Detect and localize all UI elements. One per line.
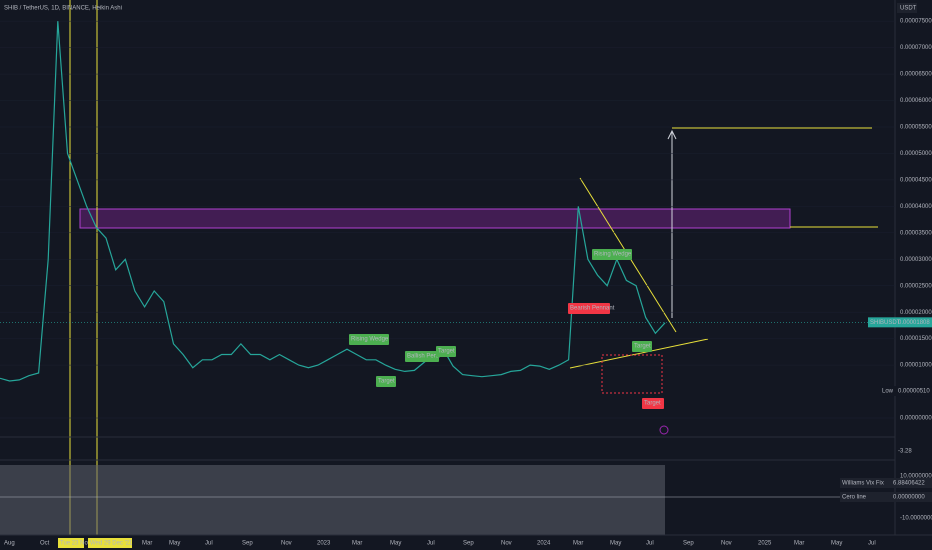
time-tick-label: May [390, 541, 401, 547]
last-price-name: SHIBUSDT [870, 320, 901, 326]
price-tick-label: 0.00005000 [900, 151, 932, 157]
price-line [0, 21, 666, 382]
indicator-tick: -10.00000000 [900, 516, 932, 522]
time-tick-label: 2023 [317, 541, 331, 547]
time-tick-label: Nov [501, 541, 512, 547]
price-tick-label: 0.00001500 [900, 336, 932, 342]
low-value: 0.00000510 [898, 389, 930, 395]
price-tick-label: 0.00006000 [900, 98, 932, 104]
price-tick-label: 0.00004500 [900, 177, 932, 183]
currency[interactable]: USDT [900, 6, 917, 12]
time-tick-label: Jul [205, 541, 213, 547]
arrow-head [667, 129, 677, 140]
last-price-value: 0.00001808 [898, 320, 930, 326]
date-highlight [58, 538, 84, 548]
date-highlight [88, 538, 132, 548]
pattern-label-box [349, 334, 389, 345]
time-tick-label: Mar [352, 541, 362, 547]
event-icon[interactable] [659, 425, 669, 435]
price-tick-label: 0.00003500 [900, 230, 932, 236]
time-tick-label: Aug [4, 541, 15, 547]
indicator-value: 6.88406422 [893, 481, 925, 487]
time-tick-label: Mar [794, 541, 804, 547]
low-tag [880, 386, 932, 397]
time-tick-label: Nov [281, 541, 292, 547]
time-tick-label: Mar [573, 541, 583, 547]
time-tick-label: 2025 [758, 541, 772, 547]
pattern-label: Ballish Penn [407, 354, 440, 360]
time-tick-label: Mar [142, 541, 152, 547]
indicator-tick: -3.28 [898, 449, 912, 455]
pattern-label-box [568, 303, 610, 314]
price-tick-label: 0.00002500 [900, 283, 932, 289]
price-tick-label: 0.00001000 [900, 363, 932, 369]
price-tick-label: 0.00006500 [900, 72, 932, 78]
pattern-label: Target [378, 379, 395, 385]
time-tick-label: May [610, 541, 621, 547]
pattern-label-box [592, 249, 632, 260]
resistance-zone [79, 208, 791, 229]
pattern-label-box [376, 376, 396, 387]
zero-value: 0.00000000 [893, 495, 925, 501]
price-tick-label: 0.00005500 [900, 125, 932, 131]
indicator-area [0, 465, 665, 535]
price-tick-label: 0.00002000 [900, 310, 932, 316]
price-tick-label: 0.00004000 [900, 204, 932, 210]
time-tick-label: Wed 29 Dec '21 [90, 541, 133, 547]
pattern-label-box [405, 351, 439, 362]
pattern-label: Rising Wedge [351, 337, 389, 343]
time-tick-label: Sep [242, 541, 253, 547]
time-tick-label: Oct [40, 541, 50, 547]
time-tick-label: Sep [683, 541, 694, 547]
time-tick-label: May [831, 541, 842, 547]
zero-name-box [840, 492, 932, 502]
price-tick-label: 0.00007000 [900, 45, 932, 51]
trend-line [569, 338, 709, 369]
target-box [601, 354, 663, 394]
pattern-label: Rising Wedge [594, 252, 632, 258]
pattern-label-box [642, 398, 664, 409]
pattern-label-box [632, 341, 652, 352]
time-tick-label: Jul [427, 541, 435, 547]
pattern-label-box [436, 346, 456, 357]
indicator-name: Williams Vix Fix [842, 481, 884, 487]
price-tick-label: 0.00003000 [900, 257, 932, 263]
pattern-label: Target [644, 401, 661, 407]
indicator-tick: 10.00000000 [900, 474, 932, 480]
price-tick-label: 0.00007500 [900, 19, 932, 25]
pattern-label: Target [438, 349, 455, 355]
indicator-name-box [840, 478, 932, 488]
last-price-tag [868, 317, 932, 328]
time-tick-label: Tue 23 Nov '21 [60, 541, 101, 547]
time-tick-label: May [169, 541, 180, 547]
time-tick-label: 2024 [537, 541, 551, 547]
time-tick-label: Jul [646, 541, 654, 547]
low-name: Low [882, 389, 894, 395]
time-tick-label: Sep [463, 541, 474, 547]
time-tick-label: Nov [721, 541, 732, 547]
time-tick-label: Jul [868, 541, 876, 547]
price-tick-label: 0.00000000 [900, 416, 932, 422]
zero-name: Cero line [842, 495, 867, 501]
currency-box[interactable] [897, 3, 917, 13]
pattern-label: Bearish Pennant [570, 306, 615, 312]
symbol-title: SHIB / TetherUS, 1D, BINANCE, Heikin Ash… [4, 6, 122, 12]
pattern-label: Target [634, 344, 651, 350]
